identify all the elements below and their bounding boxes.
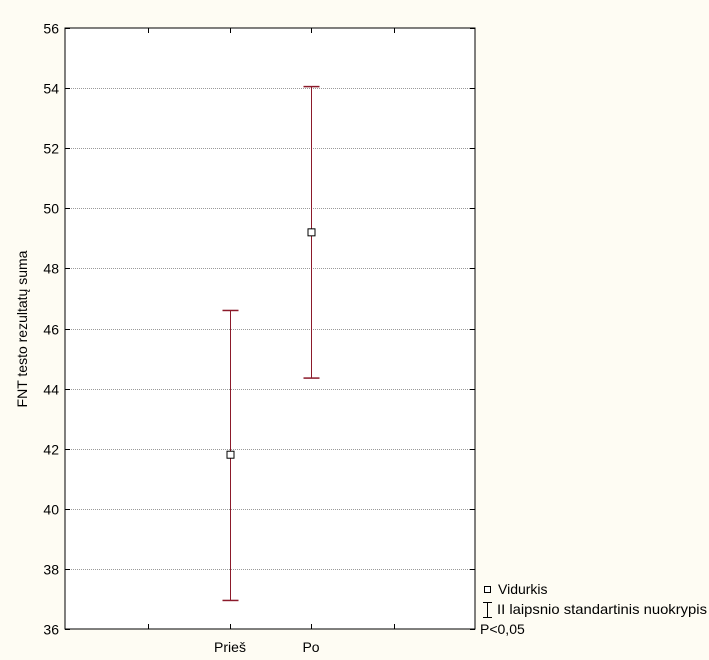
p-value-annotation: P<0,05 [480, 621, 525, 637]
legend-marker-error-bar [483, 602, 492, 618]
y-tick-label: 52 [43, 141, 59, 157]
y-tick-label: 36 [43, 622, 59, 638]
plot-frame [64, 27, 476, 630]
y-tick-label: 38 [43, 562, 59, 578]
y-tick-label: 54 [43, 81, 59, 97]
y-tick-label: 56 [43, 21, 59, 37]
series-markers [222, 85, 320, 602]
legend-marker-mean [484, 586, 491, 593]
legend-label-mean: Vidurkis [498, 581, 548, 597]
legend-label-error-bar: II laipsnio standartinis nuokrypis [497, 601, 707, 617]
mean-marker [307, 228, 316, 237]
x-tick-labels: Prieš Po [214, 639, 320, 655]
y-tick-label: 42 [43, 442, 59, 458]
plot-area [65, 28, 475, 629]
y-tick-label: 44 [43, 382, 59, 398]
y-tick-labels: 36 38 40 42 44 46 48 50 52 54 56 [43, 21, 59, 638]
y-axis-label: FNT testo rezultatų suma [14, 250, 30, 407]
tick-marks [65, 28, 475, 630]
x-tick-label: Po [302, 639, 319, 655]
grid-lines [65, 88, 475, 570]
y-tick-label: 48 [43, 261, 59, 277]
y-tick-label: 46 [43, 322, 59, 338]
y-tick-label: 40 [43, 502, 59, 518]
legend: Vidurkis II laipsnio standartinis nuokry… [483, 581, 707, 618]
y-tick-label: 50 [43, 201, 59, 217]
x-tick-label: Prieš [214, 639, 246, 655]
mean-marker [226, 450, 235, 459]
